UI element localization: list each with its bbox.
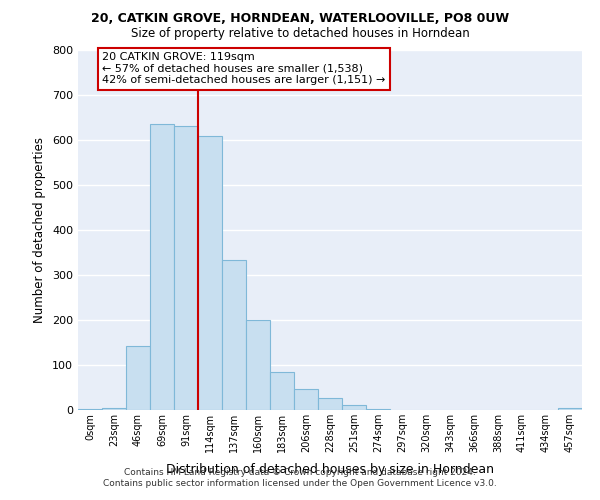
Text: Contains HM Land Registry data © Crown copyright and database right 2024.
Contai: Contains HM Land Registry data © Crown c… [103, 468, 497, 487]
Bar [366, 408, 390, 410]
Bar [102, 408, 126, 410]
Bar [270, 372, 294, 410]
Bar [174, 126, 198, 410]
Bar [318, 398, 342, 410]
Text: 20 CATKIN GROVE: 119sqm
← 57% of detached houses are smaller (1,538)
42% of semi: 20 CATKIN GROVE: 119sqm ← 57% of detache… [102, 52, 385, 86]
Bar [78, 408, 102, 410]
Bar [126, 346, 150, 410]
Bar [150, 124, 174, 410]
X-axis label: Distribution of detached houses by size in Horndean: Distribution of detached houses by size … [166, 464, 494, 476]
Bar [558, 408, 582, 410]
Bar [198, 136, 222, 410]
Bar [222, 260, 246, 410]
Bar [294, 390, 318, 410]
Y-axis label: Number of detached properties: Number of detached properties [34, 137, 46, 323]
Text: Size of property relative to detached houses in Horndean: Size of property relative to detached ho… [131, 28, 469, 40]
Bar [342, 404, 366, 410]
Bar [246, 320, 270, 410]
Text: 20, CATKIN GROVE, HORNDEAN, WATERLOOVILLE, PO8 0UW: 20, CATKIN GROVE, HORNDEAN, WATERLOOVILL… [91, 12, 509, 26]
